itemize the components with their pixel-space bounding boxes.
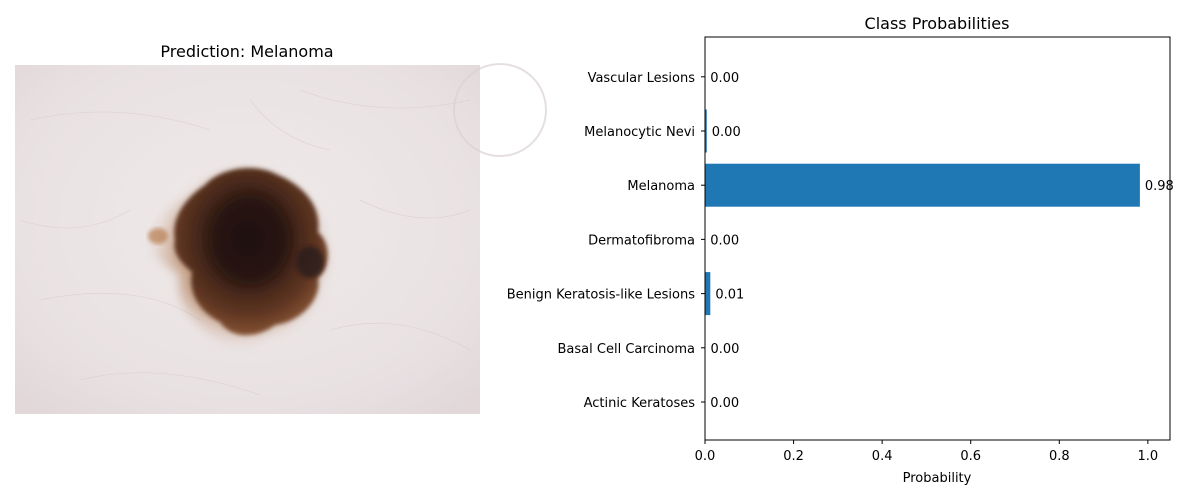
y-tick-label: Melanocytic Nevi [584,125,695,140]
y-tick-label: Basal Cell Carcinoma [558,342,695,357]
data-label: 0.00 [710,233,739,248]
y-tick-labels: Actinic Keratoses Basal Cell Carcinoma Ben… [507,71,705,411]
data-label: 0.98 [1145,179,1174,194]
bar-melanocytic-nevi [705,109,707,153]
data-label: 0.01 [715,288,744,303]
chart-title: Class Probabilities [865,14,1010,33]
x-ticks: 0.0 0.2 0.4 0.6 0.8 1.0 [695,440,1159,464]
x-tick-label: 1.0 [1138,449,1159,464]
x-tick-label: 0.8 [1049,449,1070,464]
bar-group [705,55,1140,424]
data-labels: 0.00 0.00 0.01 0.00 0.98 0.00 0.00 [710,71,1174,411]
bar-melanoma [705,163,1140,207]
data-label: 0.00 [710,396,739,411]
lesion-image [15,63,547,414]
plot-frame [704,36,1171,441]
data-label: 0.00 [712,125,741,140]
x-tick-label: 0.2 [783,449,804,464]
y-tick-label: Vascular Lesions [588,71,696,86]
data-label: 0.00 [710,342,739,357]
x-tick-label: 0.0 [695,449,716,464]
y-tick-label: Actinic Keratoses [584,396,696,411]
y-tick-label: Benign Keratosis-like Lesions [507,288,695,303]
x-axis-label: Probability [903,471,972,486]
y-tick-label: Dermatofibroma [588,233,695,248]
y-tick-label: Melanoma [627,179,695,194]
left-panel-title: Prediction: Melanoma [160,42,333,61]
data-label: 0.00 [710,71,739,86]
bar-benign-keratosis-like-lesions [705,272,711,316]
x-tick-label: 0.6 [960,449,981,464]
x-tick-label: 0.4 [872,449,893,464]
